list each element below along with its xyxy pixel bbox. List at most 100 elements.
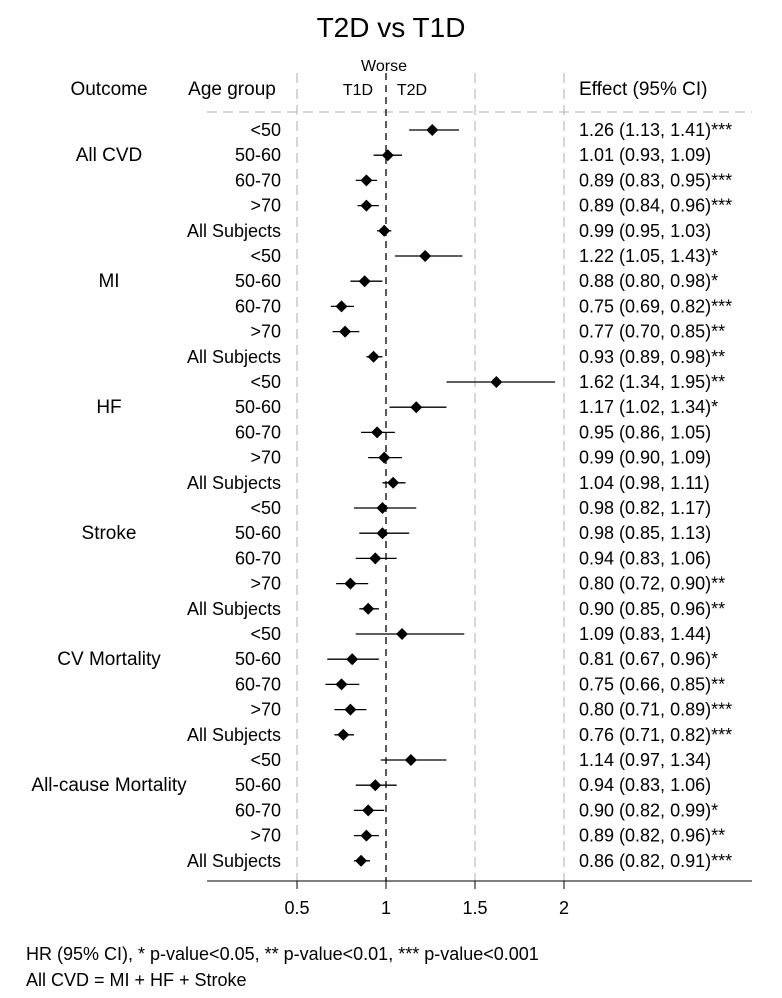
age-group-label: 50-60: [235, 397, 281, 417]
age-group-label: <50: [250, 498, 281, 518]
age-group-label: All Subjects: [187, 473, 281, 493]
outcome-label: All CVD: [76, 145, 143, 166]
footnote-1: HR (95% CI), * p-value<0.05, ** p-value<…: [26, 944, 539, 964]
effect-label: 0.77 (0.70, 0.85)**: [579, 322, 725, 342]
age-group-label: 60-70: [235, 548, 281, 568]
effect-label: 0.80 (0.71, 0.89)***: [579, 700, 732, 720]
age-group-label: 50-60: [235, 775, 281, 795]
effect-label: 0.89 (0.82, 0.96)**: [579, 826, 725, 846]
age-group-label: 50-60: [235, 523, 281, 543]
effect-label: 0.75 (0.66, 0.85)**: [579, 674, 725, 694]
effect-label: 0.75 (0.69, 0.82)***: [579, 296, 732, 316]
effect-label: 1.17 (1.02, 1.34)*: [579, 397, 718, 417]
point-estimate: [337, 728, 350, 741]
effect-label: 1.62 (1.34, 1.95)**: [579, 372, 725, 392]
header-worse: Worse: [361, 58, 407, 75]
point-estimate: [335, 300, 348, 313]
outcome-label: All-cause Mortality: [31, 775, 187, 796]
point-estimate: [344, 703, 357, 716]
effect-label: 0.99 (0.90, 1.09): [579, 448, 711, 468]
effect-label: 0.94 (0.83, 1.06): [579, 775, 711, 795]
effect-label: 1.14 (0.97, 1.34): [579, 750, 711, 770]
effect-label: 0.90 (0.85, 0.96)**: [579, 599, 725, 619]
age-group-label: All Subjects: [187, 221, 281, 241]
age-group-label: >70: [250, 196, 281, 216]
point-estimate: [410, 401, 423, 414]
point-estimate: [396, 628, 409, 640]
effect-label: 0.89 (0.84, 0.96)***: [579, 196, 732, 216]
effect-label: 0.81 (0.67, 0.96)*: [579, 649, 718, 669]
effect-label: 0.99 (0.95, 1.03): [579, 221, 711, 241]
header-effect: Effect (95% CI): [579, 79, 707, 100]
age-group-label: 50-60: [235, 649, 281, 669]
header-t2d: T2D: [397, 82, 427, 99]
age-group-label: >70: [250, 448, 281, 468]
effect-label: 0.95 (0.86, 1.05): [579, 422, 711, 442]
point-estimate: [426, 124, 439, 136]
effect-label: 0.90 (0.82, 0.99)*: [579, 800, 718, 820]
effect-label: 1.09 (0.83, 1.44): [579, 624, 711, 644]
point-estimate: [376, 527, 389, 540]
point-estimate: [381, 149, 394, 162]
point-estimate: [378, 224, 391, 237]
point-estimate: [367, 350, 380, 363]
effect-label: 0.76 (0.71, 0.82)***: [579, 725, 732, 745]
age-group-label: <50: [250, 624, 281, 644]
header-outcome: Outcome: [70, 79, 147, 100]
effect-label: 0.98 (0.82, 1.17): [579, 498, 711, 518]
age-group-label: 60-70: [235, 800, 281, 820]
point-estimate: [344, 577, 357, 590]
point-estimate: [387, 476, 400, 489]
age-group-label: All Subjects: [187, 599, 281, 619]
outcome-label: MI: [98, 271, 119, 292]
age-group-label: All Subjects: [187, 347, 281, 367]
x-tick-label: 0.5: [284, 898, 309, 918]
effect-label: 1.26 (1.13, 1.41)***: [579, 120, 732, 140]
point-estimate: [360, 199, 373, 212]
point-estimate: [339, 325, 352, 338]
age-group-label: >70: [250, 700, 281, 720]
x-axis: 0.5 1 1.5 2: [207, 880, 752, 918]
age-group-label: >70: [250, 322, 281, 342]
point-estimate: [358, 275, 371, 288]
point-estimate: [404, 754, 417, 766]
point-estimate: [419, 250, 432, 262]
effect-label: 1.04 (0.98, 1.11): [579, 473, 710, 493]
effect-label: 0.98 (0.85, 1.13): [579, 523, 711, 543]
rows: <50 1.26 (1.13, 1.41)*** 50-60 1.01 (0.93, …: [31, 120, 732, 871]
age-group-label: 50-60: [235, 271, 281, 291]
chart-title: T2D vs T1D: [317, 12, 466, 43]
outcome-label: Stroke: [82, 523, 137, 544]
age-group-label: <50: [250, 246, 281, 266]
age-group-label: 60-70: [235, 170, 281, 190]
point-estimate: [360, 829, 373, 842]
age-group-label: <50: [250, 372, 281, 392]
point-estimate: [346, 653, 359, 666]
outcome-label: HF: [96, 397, 121, 418]
point-estimate: [369, 552, 382, 565]
header-t1d: T1D: [343, 82, 373, 99]
effect-label: 0.93 (0.89, 0.98)**: [579, 347, 725, 367]
effect-label: 0.80 (0.72, 0.90)**: [579, 574, 725, 594]
effect-label: 0.89 (0.83, 0.95)***: [579, 170, 732, 190]
grid-lines: [296, 73, 565, 881]
age-group-label: 50-60: [235, 145, 281, 165]
age-group-label: 60-70: [235, 422, 281, 442]
point-estimate: [490, 376, 503, 388]
effect-label: 1.22 (1.05, 1.43)*: [579, 246, 718, 266]
point-estimate: [335, 678, 348, 691]
effect-label: 0.88 (0.80, 0.98)*: [579, 271, 718, 291]
age-group-label: All Subjects: [187, 725, 281, 745]
x-tick-label: 1: [381, 898, 391, 918]
outcome-label: CV Mortality: [57, 649, 161, 670]
point-estimate: [369, 779, 382, 792]
point-estimate: [378, 451, 391, 464]
x-tick-label: 2: [559, 898, 569, 918]
effect-label: 1.01 (0.93, 1.09): [579, 145, 711, 165]
age-group-label: 60-70: [235, 674, 281, 694]
x-tick-label: 1.5: [462, 898, 487, 918]
point-estimate: [360, 174, 373, 187]
age-group-label: <50: [250, 750, 281, 770]
age-group-label: >70: [250, 574, 281, 594]
